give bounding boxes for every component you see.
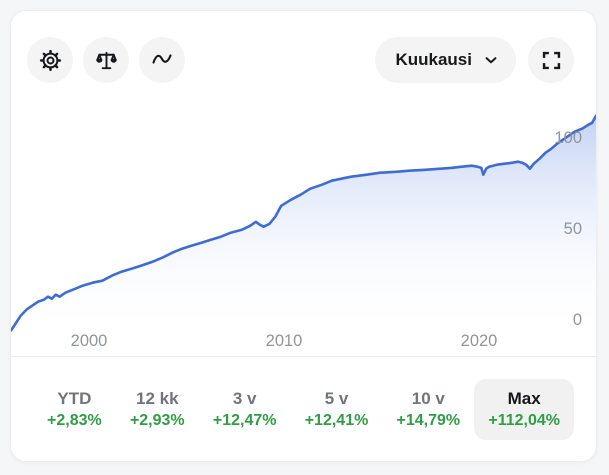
x-axis-tick-2020: 2020 xyxy=(460,331,498,350)
stat-value: +2,83% xyxy=(47,412,102,429)
expand-icon xyxy=(541,50,562,71)
stat-max[interactable]: Max +112,04% xyxy=(474,379,574,440)
interval-dropdown[interactable]: Kuukausi xyxy=(375,37,516,83)
wave-icon xyxy=(150,48,174,72)
performance-chart[interactable]: 100 50 0 2000 2010 2020 xyxy=(11,105,596,356)
stat-3v[interactable]: 3 v +12,47% xyxy=(199,379,291,440)
stat-value: +14,79% xyxy=(396,412,461,429)
x-axis-tick-2010: 2010 xyxy=(265,331,303,350)
y-axis-tick-50: 50 xyxy=(563,219,582,238)
area-line-chart[interactable] xyxy=(11,105,596,356)
fullscreen-button[interactable] xyxy=(528,37,574,83)
chart-type-button[interactable] xyxy=(139,37,185,83)
stat-label: 12 kk xyxy=(136,389,179,408)
stat-10v[interactable]: 10 v +14,79% xyxy=(383,379,475,440)
performance-chart-card: Kuukausi xyxy=(10,10,597,462)
toolbar-left-group xyxy=(27,37,185,83)
stat-12kk[interactable]: 12 kk +2,93% xyxy=(116,379,199,440)
divider xyxy=(11,356,596,357)
series-line xyxy=(11,114,596,332)
stat-5v[interactable]: 5 v +12,41% xyxy=(291,379,383,440)
compare-button[interactable] xyxy=(83,37,129,83)
y-axis-tick-100: 100 xyxy=(554,128,582,147)
stat-value: +112,04% xyxy=(488,412,560,429)
stat-value: +12,47% xyxy=(212,412,277,429)
stat-label: 3 v xyxy=(232,389,257,408)
period-stats-row: YTD +2,83% 12 kk +2,93% 3 v +12,47% 5 v … xyxy=(11,357,596,461)
interval-dropdown-label: Kuukausi xyxy=(395,50,472,69)
gear-icon xyxy=(39,49,62,72)
stat-label: 10 v xyxy=(411,389,445,408)
stat-ytd[interactable]: YTD +2,83% xyxy=(33,379,116,440)
chevron-down-icon xyxy=(482,51,500,69)
chart-toolbar: Kuukausi xyxy=(11,11,596,105)
stat-value: +2,93% xyxy=(129,412,185,429)
x-axis-tick-2000: 2000 xyxy=(70,331,108,350)
scales-icon xyxy=(95,49,118,72)
settings-button[interactable] xyxy=(27,37,73,83)
y-axis-tick-0: 0 xyxy=(572,310,582,329)
stat-label: 5 v xyxy=(324,389,349,408)
stat-label: YTD xyxy=(57,389,92,408)
stat-value: +12,41% xyxy=(304,412,369,429)
series-area-fill xyxy=(11,115,596,356)
toolbar-right-group: Kuukausi xyxy=(375,37,574,83)
stat-label: Max xyxy=(507,389,541,408)
